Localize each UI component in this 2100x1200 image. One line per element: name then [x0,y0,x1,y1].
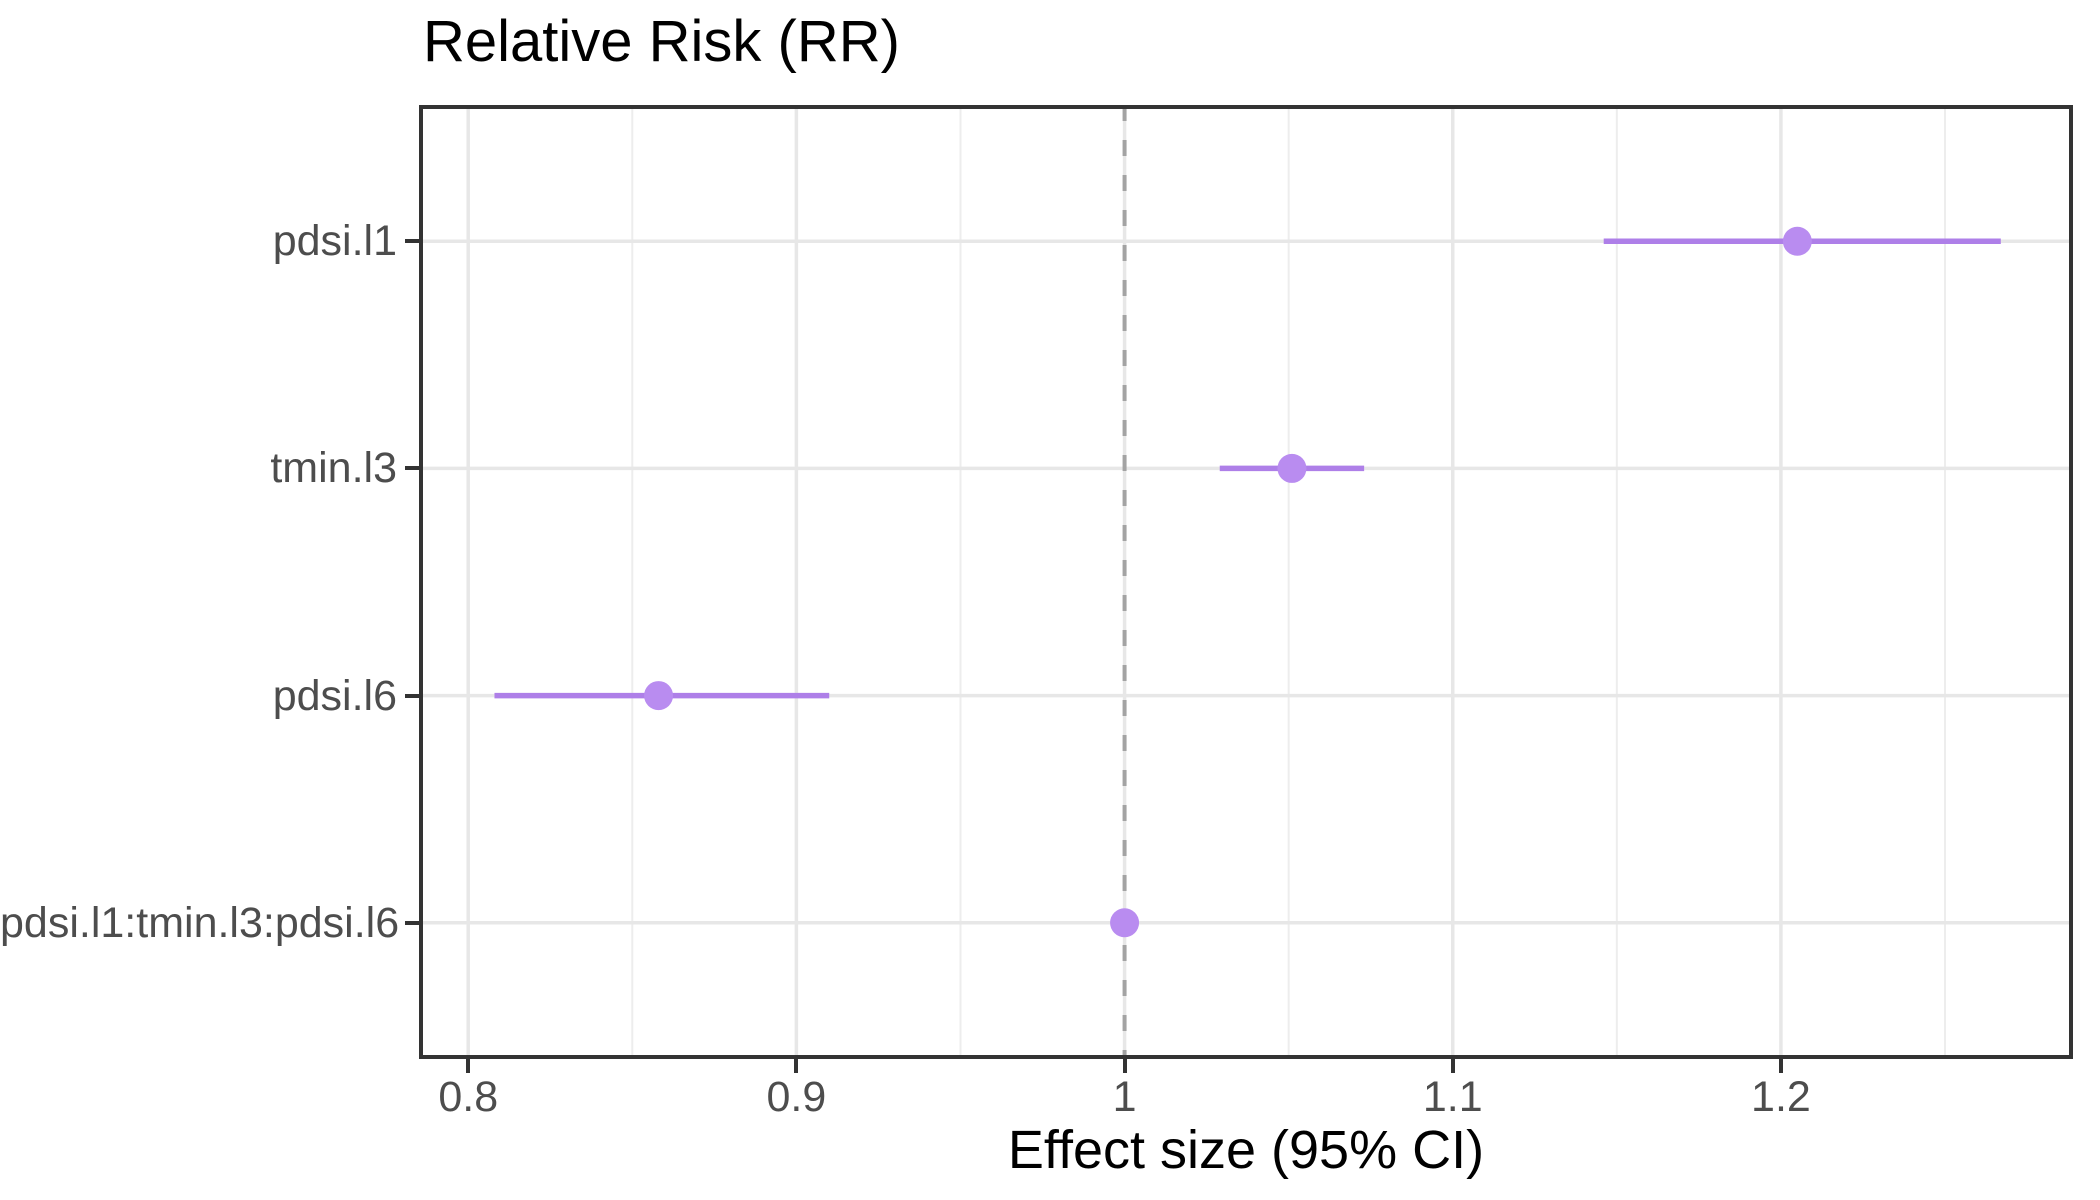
x-axis-tick [794,1059,799,1073]
x-axis-title: Effect size (95% CI) [1007,1120,1485,1180]
panel-border [419,105,2073,1059]
estimate-point [644,681,674,711]
x-axis-tick [1450,1059,1455,1073]
plot-panel-canvas [419,105,2073,1059]
x-axis-tick [1778,1059,1783,1073]
x-axis-tick [1122,1059,1127,1073]
y-tick-label: pdsi.l1 [272,217,397,266]
estimate-point [1782,226,1812,256]
y-axis-tick [405,239,419,244]
y-axis-tick [405,920,419,925]
y-axis-tick [405,466,419,471]
x-tick-label: 1.1 [1422,1073,1483,1121]
x-tick-label: 0.8 [438,1073,499,1121]
y-tick-label: pdsi.l6 [272,671,397,720]
estimate-point [1110,908,1140,938]
y-axis-tick [405,693,419,698]
estimate-point [1277,453,1307,483]
x-axis-tick [466,1059,471,1073]
plot-panel [419,105,2073,1059]
x-tick-label: 1.2 [1751,1073,1811,1121]
y-tick-label: tmin.l3 [270,444,397,493]
x-tick-label: 0.9 [766,1073,827,1121]
x-tick-label: 1 [1112,1073,1137,1121]
plot-title: Relative Risk (RR) [423,9,900,74]
y-tick-label: pdsi.l1:tmin.l3:pdsi.l6 [0,898,400,947]
